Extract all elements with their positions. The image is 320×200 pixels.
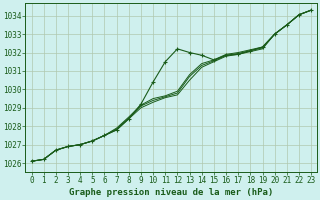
- X-axis label: Graphe pression niveau de la mer (hPa): Graphe pression niveau de la mer (hPa): [69, 188, 274, 197]
